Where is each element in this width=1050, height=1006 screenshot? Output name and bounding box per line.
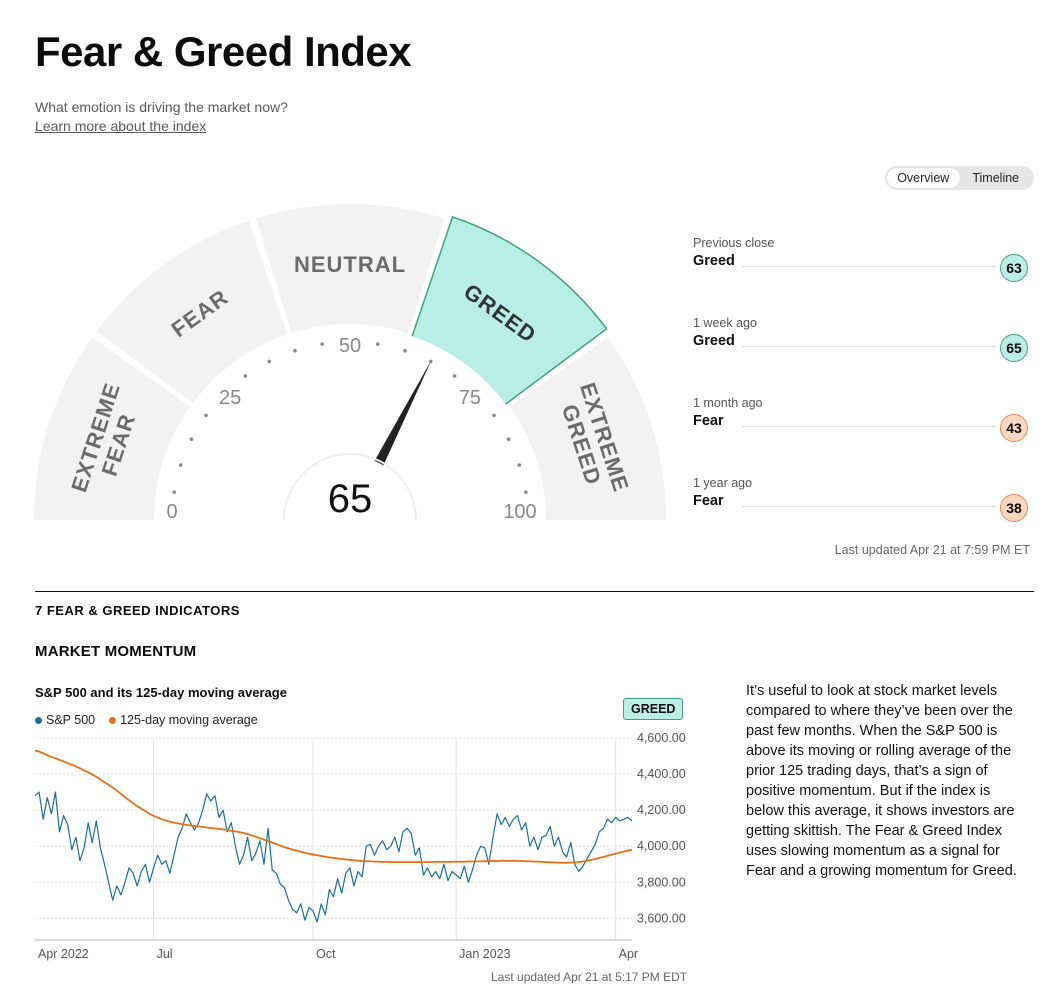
dotted-leader xyxy=(743,346,995,347)
history-label: 1 month ago xyxy=(693,396,763,410)
gauge-needle xyxy=(362,359,432,488)
overview-tab[interactable]: Overview xyxy=(887,168,960,188)
gauge-tick-label: 25 xyxy=(219,387,241,409)
market-momentum-chart: 3,600.00 3,800.00 4,000.00 4,200.00 4,400.00… xyxy=(34,731,686,961)
legend-label: S&P 500 xyxy=(46,713,96,727)
history-score-badge: 38 xyxy=(1000,494,1028,522)
gauge-tick-label: 0 xyxy=(166,501,177,523)
y-tick-label: 4,000.00 xyxy=(637,839,686,853)
gauge-tick-dot xyxy=(452,374,457,378)
page-title: Fear & Greed Index xyxy=(35,28,412,75)
gauge-tick-label: 50 xyxy=(339,335,361,357)
y-tick-label: 3,800.00 xyxy=(637,875,686,889)
gauge-tick-dot xyxy=(267,359,271,364)
x-tick-label: Jan 2023 xyxy=(459,947,510,961)
view-toggle: Overview Timeline xyxy=(885,166,1034,190)
x-tick-label: Apr 2022 xyxy=(38,947,89,961)
section-divider xyxy=(35,591,1034,592)
x-tick-label: Apr xyxy=(619,947,638,961)
market-momentum-heading: MARKET MOMENTUM xyxy=(35,643,197,660)
y-tick-label: 4,400.00 xyxy=(637,767,686,781)
gauge-tick-dot xyxy=(293,348,297,353)
gauge-tick-dot xyxy=(204,413,208,418)
momentum-description: It’s useful to look at stock market leve… xyxy=(746,683,1017,879)
history-label: 1 year ago xyxy=(693,476,753,490)
fear-greed-gauge: EXTREMEFEARFEARNEUTRALGREEDEXTREMEGREED0… xyxy=(34,204,666,523)
gauge-value: 65 xyxy=(328,477,373,521)
index-last-updated: Last updated Apr 21 at 7:59 PM ET xyxy=(834,543,1030,557)
legend-item-sp500: S&P 500 xyxy=(35,713,95,727)
history-item-1-week-ago: 1 week ago Greed 65 xyxy=(693,316,1031,396)
learn-more-link[interactable]: Learn more about the index xyxy=(35,118,207,134)
x-tick-label: Jul xyxy=(157,947,173,961)
history-rating: Fear xyxy=(693,493,724,509)
gauge-tick-dot xyxy=(189,437,194,441)
x-tick-label: Oct xyxy=(316,947,336,961)
gauge-tick-dot xyxy=(178,463,183,467)
y-tick-label: 4,600.00 xyxy=(637,731,686,745)
y-tick-label: 4,200.00 xyxy=(637,803,686,817)
gauge-tick-dot xyxy=(243,374,248,378)
gauge-segment-fear xyxy=(96,220,288,403)
gauge-segment-extreme-greed xyxy=(509,337,666,520)
gauge-segment-label: NEUTRAL xyxy=(294,252,406,277)
gauge-tick-dot xyxy=(524,490,528,494)
legend-item-moving-average: 125-day moving average xyxy=(109,713,258,727)
gauge-hub-ring xyxy=(283,453,417,521)
gauge-segment-neutral xyxy=(255,204,445,333)
series-moving-average-line xyxy=(34,749,633,864)
gauge-tick-dot xyxy=(506,437,511,441)
gauge-hub xyxy=(286,456,414,520)
gauge-tick-dot xyxy=(492,413,496,418)
gauge-tick-dot xyxy=(320,342,324,346)
gauge-tick-label: 75 xyxy=(459,387,481,409)
series-sp500-line xyxy=(34,791,633,923)
gauge-tick-dot xyxy=(172,490,176,494)
gauge-tick-dot xyxy=(517,463,522,467)
gauge-tick-dot xyxy=(403,348,407,353)
chart-title: S&P 500 and its 125-day moving average xyxy=(35,685,287,700)
dotted-leader xyxy=(743,506,995,507)
indicators-heading: 7 FEAR & GREED INDICATORS xyxy=(35,603,240,618)
gauge-inner xyxy=(156,326,544,520)
timeline-tab[interactable]: Timeline xyxy=(972,171,1020,185)
history-score-badge: 43 xyxy=(1000,414,1028,442)
chart-last-updated: Last updated Apr 21 at 5:17 PM EDT xyxy=(491,970,688,984)
momentum-rating-badge: GREED xyxy=(623,698,684,720)
history-list: Previous close Greed 63 1 week ago Greed… xyxy=(693,236,1031,556)
history-label: 1 week ago xyxy=(693,316,757,330)
gauge-tick-label: 100 xyxy=(503,501,536,523)
history-item-1-year-ago: 1 year ago Fear 38 xyxy=(693,476,1031,556)
legend-dot-icon xyxy=(35,716,42,724)
history-rating: Fear xyxy=(693,413,724,429)
chart-legend: S&P 500 125-day moving average xyxy=(35,713,258,727)
legend-dot-icon xyxy=(109,716,117,724)
y-tick-label: 3,600.00 xyxy=(637,911,686,925)
dotted-leader xyxy=(743,266,995,267)
history-item-previous-close: Previous close Greed 63 xyxy=(693,236,1031,316)
history-item-1-month-ago: 1 month ago Fear 43 xyxy=(693,396,1031,476)
history-rating: Greed xyxy=(693,333,735,349)
dotted-leader xyxy=(743,426,995,427)
history-label: Previous close xyxy=(693,236,775,250)
history-rating: Greed xyxy=(693,253,735,269)
page-subtitle: What emotion is driving the market now? xyxy=(35,99,288,115)
legend-label: 125-day moving average xyxy=(120,713,258,727)
gauge-segment-extreme-fear xyxy=(34,337,191,520)
history-score-badge: 65 xyxy=(1000,334,1028,362)
gauge-tick-dot xyxy=(376,342,380,346)
history-score-badge: 63 xyxy=(1000,254,1028,282)
